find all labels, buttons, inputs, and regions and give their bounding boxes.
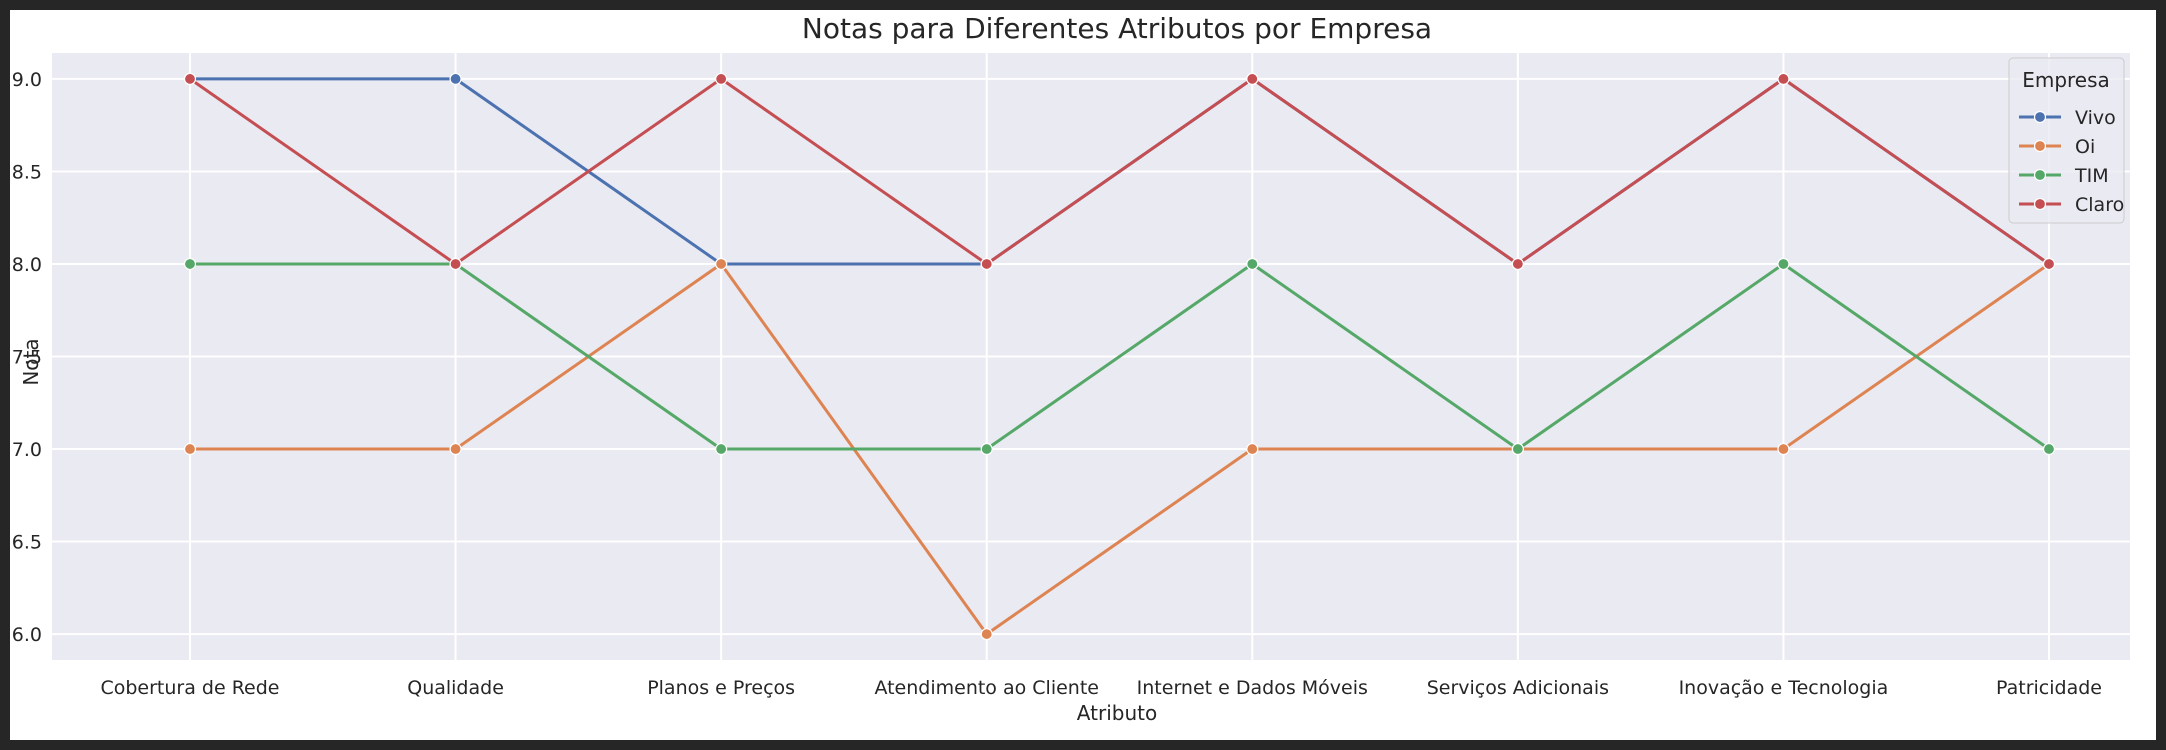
data-point-tim xyxy=(715,442,728,456)
legend-title: Empresa xyxy=(2022,68,2110,92)
legend-entry-tim: TIM xyxy=(2019,165,2109,187)
data-point-oi xyxy=(1777,442,1790,456)
data-point-tim xyxy=(2042,442,2056,456)
line-chart: 6.0 6.5 7.0 7.5 8.0 8.5 9.0 Cobertura de Rede Q… xyxy=(12,12,2130,725)
legend-marker-claro xyxy=(2033,197,2047,211)
x-tick-label: Cobertura de Rede xyxy=(100,677,279,699)
data-point-tim xyxy=(1511,442,1524,456)
y-tick-label: 9.0 xyxy=(12,69,42,91)
data-point-claro xyxy=(1777,72,1790,86)
y-tick-label: 8.5 xyxy=(12,161,42,183)
y-tick-labels: 6.0 6.5 7.0 7.5 8.0 8.5 9.0 xyxy=(12,69,42,646)
series-points xyxy=(183,72,2056,641)
x-tick-label: Internet e Dados Móveis xyxy=(1137,677,1368,699)
data-point-oi xyxy=(1246,442,1259,456)
legend-box xyxy=(2008,57,2125,224)
data-point-claro xyxy=(715,72,728,86)
legend-marker-oi xyxy=(2033,139,2047,153)
data-point-claro xyxy=(183,72,197,86)
x-tick-label: Serviços Adicionais xyxy=(1427,677,1609,699)
series-line-claro xyxy=(188,77,2051,266)
legend-label-oi: Oi xyxy=(2075,136,2095,158)
data-point-claro xyxy=(980,257,993,271)
y-tick-label: 8.0 xyxy=(12,254,42,276)
legend-entry-oi: Oi xyxy=(2019,136,2095,158)
figure: 6.0 6.5 7.0 7.5 8.0 8.5 9.0 Cobertura de Rede Q… xyxy=(10,10,2156,740)
y-tick-label: 6.0 xyxy=(12,624,42,646)
legend: Empresa Vivo Oi TIM Claro xyxy=(2008,57,2125,224)
series-lines xyxy=(188,77,2051,636)
legend-label-vivo: Vivo xyxy=(2075,107,2116,129)
x-tick-label: Atendimento ao Cliente xyxy=(874,677,1099,699)
data-point-tim xyxy=(1246,257,1259,271)
x-tick-label: Patricidade xyxy=(1996,677,2102,699)
legend-entry-claro: Claro xyxy=(2019,194,2124,216)
x-tick-label: Qualidade xyxy=(407,677,504,699)
data-point-tim xyxy=(183,257,197,271)
y-axis-label: Nota xyxy=(19,338,43,385)
data-point-oi xyxy=(980,627,993,641)
data-point-claro xyxy=(449,257,462,271)
legend-label-claro: Claro xyxy=(2075,194,2124,216)
chart-title: Notas para Diferentes Atributos por Empr… xyxy=(802,12,1432,45)
legend-entry-vivo: Vivo xyxy=(2019,107,2116,129)
data-point-tim xyxy=(1777,257,1790,271)
data-point-claro xyxy=(1246,72,1259,86)
data-point-tim xyxy=(980,442,993,456)
legend-entries: Vivo Oi TIM Claro xyxy=(2019,107,2124,216)
y-tick-label: 7.5 xyxy=(12,347,42,369)
x-tick-label: Planos e Preços xyxy=(647,677,795,699)
y-tick-label: 7.0 xyxy=(12,439,42,461)
x-tick-labels: Cobertura de Rede Qualidade Planos e Preço… xyxy=(100,677,2101,699)
y-tick-label: 6.5 xyxy=(12,532,42,554)
legend-marker-vivo xyxy=(2033,110,2047,124)
data-point-oi xyxy=(449,442,462,456)
legend-marker-tim xyxy=(2033,168,2047,182)
data-point-claro xyxy=(2042,257,2056,271)
x-axis-label: Atributo xyxy=(1077,701,1157,725)
data-point-vivo xyxy=(449,72,462,86)
data-point-claro xyxy=(1511,257,1524,271)
legend-label-tim: TIM xyxy=(2074,165,2109,187)
series-line-tim xyxy=(188,262,2051,451)
x-tick-label: Inovação e Tecnologia xyxy=(1679,677,1889,699)
data-point-oi xyxy=(715,257,728,271)
series-line-oi xyxy=(188,262,2051,636)
data-point-oi xyxy=(183,442,197,456)
